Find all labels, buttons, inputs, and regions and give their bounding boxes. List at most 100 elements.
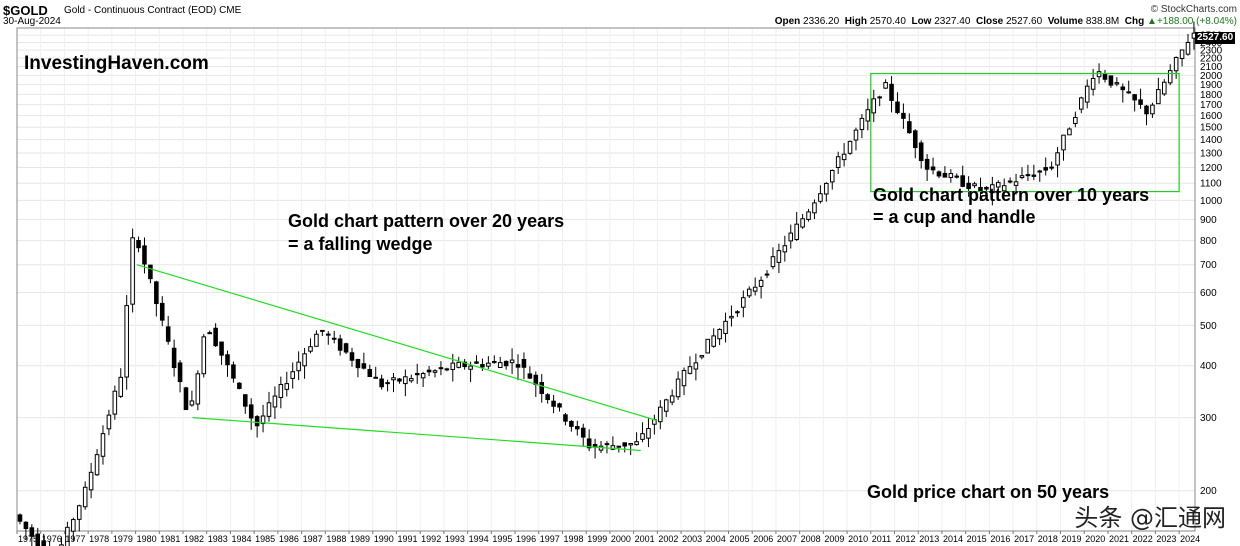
candle-up bbox=[189, 400, 195, 406]
candle-up bbox=[995, 182, 1001, 188]
x-tick-label: 2020 bbox=[1085, 534, 1105, 544]
x-tick-label: 1996 bbox=[516, 534, 536, 544]
candle-up bbox=[1079, 97, 1084, 110]
candle-down bbox=[912, 130, 918, 149]
candle-down bbox=[29, 527, 35, 537]
candle-up bbox=[646, 428, 651, 439]
candle-up bbox=[100, 433, 106, 457]
candle-up bbox=[1073, 116, 1078, 124]
candle-up bbox=[871, 98, 877, 114]
y-tick-label: 1200 bbox=[1200, 163, 1223, 174]
candle-up bbox=[207, 332, 212, 335]
x-tick-label: 2018 bbox=[1038, 534, 1058, 544]
candle-up bbox=[729, 315, 734, 319]
candle-up bbox=[1001, 185, 1007, 192]
chart-date: 30-Aug-2024 bbox=[3, 16, 61, 27]
candle-up bbox=[1114, 82, 1120, 85]
candle-down bbox=[545, 394, 550, 400]
candle-up bbox=[841, 153, 847, 161]
candle-down bbox=[557, 403, 562, 408]
candle-down bbox=[225, 354, 230, 366]
chart-grid bbox=[16, 28, 1195, 531]
x-tick-label: 2014 bbox=[943, 534, 963, 544]
last-price-tag: 2527.60 bbox=[1195, 32, 1236, 44]
source-watermark: 头条 @汇通网 bbox=[1074, 504, 1226, 532]
candle-down bbox=[569, 420, 574, 427]
x-tick-label: 1980 bbox=[137, 534, 157, 544]
candle-down bbox=[1126, 91, 1131, 94]
candle-down bbox=[1132, 94, 1137, 101]
open-value: 2336.20 bbox=[803, 16, 840, 27]
y-tick-label: 1800 bbox=[1200, 90, 1223, 101]
candle-down bbox=[183, 387, 189, 411]
candle-up bbox=[806, 211, 811, 220]
candle-down bbox=[237, 382, 242, 389]
candle-down bbox=[960, 175, 965, 187]
candle-up bbox=[1019, 175, 1025, 179]
y-tick-label: 1700 bbox=[1200, 100, 1223, 111]
candle-up bbox=[1037, 170, 1043, 173]
candle-down bbox=[154, 281, 159, 305]
x-tick-label: 2003 bbox=[682, 534, 702, 544]
candlestick-series bbox=[17, 21, 1197, 546]
candle-down bbox=[924, 158, 930, 170]
candle-down bbox=[320, 329, 325, 332]
candle-down bbox=[136, 239, 141, 249]
candle-down bbox=[480, 364, 485, 368]
candle-down bbox=[326, 333, 331, 336]
candle-up bbox=[640, 433, 645, 440]
candle-up bbox=[290, 371, 295, 379]
x-tick-label: 1982 bbox=[184, 534, 204, 544]
x-tick-label: 2010 bbox=[848, 534, 868, 544]
x-tick-label: 2015 bbox=[967, 534, 987, 544]
x-tick-label: 2019 bbox=[1062, 534, 1082, 544]
chg-value: +188.00 (+8.04%) bbox=[1156, 16, 1237, 27]
exchange-label: CME bbox=[219, 5, 242, 16]
y-tick-label: 500 bbox=[1200, 321, 1217, 332]
candle-up bbox=[735, 311, 740, 314]
cup-annotation-line1: Gold chart pattern over 10 years bbox=[873, 185, 1150, 205]
symbol-description: Gold - Continuous Contract (EOD) CME bbox=[64, 5, 241, 16]
candle-up bbox=[456, 361, 461, 368]
candle-up bbox=[788, 232, 794, 242]
wedge-lower-line bbox=[192, 416, 641, 452]
candle-down bbox=[213, 327, 218, 347]
candle-down bbox=[165, 326, 171, 342]
candle-up bbox=[94, 454, 100, 476]
candle-up bbox=[782, 245, 788, 253]
volume-value: 838.8M bbox=[1085, 16, 1120, 27]
x-tick-label: 1999 bbox=[587, 534, 607, 544]
close-label: Close bbox=[975, 16, 1004, 27]
candle-down bbox=[586, 438, 592, 449]
candle-up bbox=[284, 383, 290, 390]
candle-down bbox=[35, 533, 41, 546]
candle-up bbox=[800, 218, 805, 228]
candle-down bbox=[521, 359, 527, 368]
candle-up bbox=[741, 297, 746, 308]
candle-up bbox=[1055, 152, 1060, 166]
candle-down bbox=[177, 362, 183, 383]
candle-up bbox=[628, 442, 633, 446]
x-tick-label: 1987 bbox=[303, 534, 323, 544]
candle-up bbox=[124, 305, 129, 378]
candle-up bbox=[746, 288, 752, 297]
candle-up bbox=[302, 353, 307, 367]
y-tick-label: 600 bbox=[1200, 288, 1217, 299]
y-tick-label: 1300 bbox=[1200, 149, 1223, 160]
candle-up bbox=[699, 355, 705, 358]
candle-down bbox=[539, 381, 545, 395]
candle-up bbox=[76, 505, 82, 520]
candle-up bbox=[509, 359, 515, 364]
candle-down bbox=[414, 373, 420, 376]
x-tick-label: 2011 bbox=[872, 534, 891, 544]
candle-down bbox=[355, 358, 361, 369]
x-tick-label: 1978 bbox=[89, 534, 109, 544]
candle-up bbox=[681, 370, 687, 387]
candle-up bbox=[1185, 41, 1191, 55]
candle-down bbox=[231, 364, 236, 379]
x-tick-label: 1989 bbox=[350, 534, 370, 544]
candle-down bbox=[918, 142, 924, 162]
y-tick-label: 900 bbox=[1200, 215, 1217, 226]
candle-up bbox=[990, 184, 995, 194]
site-watermark: InvestingHaven.com bbox=[24, 53, 209, 74]
